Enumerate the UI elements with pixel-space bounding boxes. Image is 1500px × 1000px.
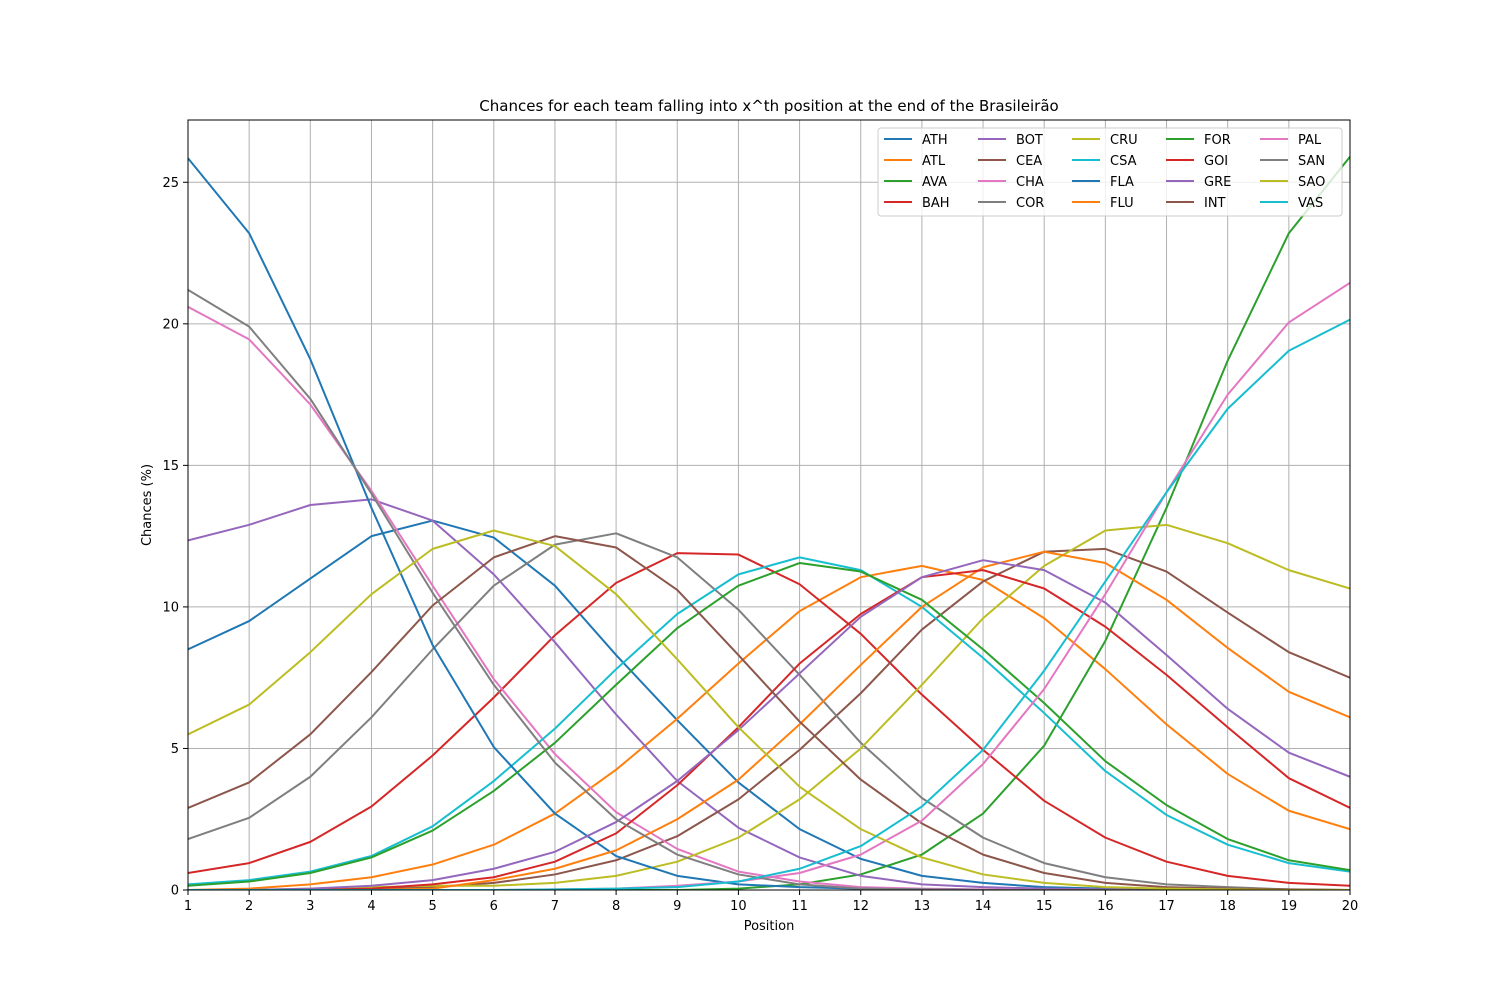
x-tick-label: 15 [1036, 899, 1053, 914]
grid [187, 120, 1351, 891]
series-line-cor [188, 532, 1350, 890]
x-tick-label: 16 [1097, 899, 1114, 914]
legend-item-sao: SAO [1260, 175, 1325, 190]
legend-item-bah: BAH [884, 196, 950, 211]
legend-label: GRE [1204, 175, 1231, 190]
legend-item-csa: CSA [1072, 154, 1137, 169]
x-tick-label: 18 [1219, 899, 1236, 914]
legend-label: SAO [1298, 175, 1325, 190]
x-tick-label: 6 [490, 899, 498, 914]
series-line-fla [188, 157, 1350, 890]
legend-label: CEA [1016, 154, 1042, 169]
legend-item-atl: ATL [884, 154, 946, 169]
series-line-ava [188, 156, 1350, 890]
series-line-vas [188, 318, 1350, 890]
series-line-sao [188, 529, 1350, 890]
series-line-pal [188, 281, 1350, 890]
legend-label: SAN [1298, 154, 1325, 169]
legend-item-ava: AVA [884, 175, 947, 190]
series-line-csa [188, 556, 1350, 886]
legend-label: FOR [1204, 133, 1231, 148]
legend-label: FLU [1110, 196, 1134, 211]
series-line-int [188, 535, 1350, 890]
legend-item-gre: GRE [1166, 175, 1231, 190]
y-tick-label: 10 [162, 600, 179, 615]
legend-item-cru: CRU [1072, 133, 1138, 148]
legend-item-cha: CHA [978, 175, 1044, 190]
legend: ATH ATL AVA BAH BOT CEA CHA COR CRU CSA FLA FLU FOR G… [877, 127, 1343, 217]
series-line-san [188, 288, 1350, 890]
legend-item-goi: GOI [1166, 154, 1228, 169]
legend-label: FLA [1110, 175, 1134, 190]
legend-label: INT [1204, 196, 1226, 211]
x-tick-label: 4 [367, 899, 375, 914]
series-line-goi [188, 569, 1350, 890]
legend-box [877, 127, 1343, 217]
legend-label: ATL [922, 154, 946, 169]
legend-label: GOI [1204, 154, 1228, 169]
x-tick-label: 20 [1342, 899, 1359, 914]
legend-item-flu: FLU [1072, 196, 1134, 211]
y-tick-label: 5 [171, 742, 179, 757]
chart-title: Chances for each team falling into x^th … [479, 97, 1058, 115]
series-line-cru [188, 523, 1350, 890]
series-line-gre [188, 559, 1350, 890]
y-tick-label: 15 [162, 459, 179, 474]
y-axis-label: Chances (%) [140, 464, 155, 546]
legend-label: AVA [922, 175, 947, 190]
y-tick-label: 25 [162, 176, 179, 191]
legend-label: CSA [1110, 154, 1137, 169]
legend-label: CHA [1016, 175, 1044, 190]
legend-item-for: FOR [1166, 133, 1231, 148]
x-tick-label: 17 [1158, 899, 1175, 914]
y-tick-label: 0 [171, 884, 179, 899]
legend-label: BAH [922, 196, 950, 211]
x-tick-label: 12 [852, 899, 869, 914]
series-line-cea [188, 547, 1350, 890]
legend-label: PAL [1298, 133, 1322, 148]
x-tick-label: 2 [245, 899, 253, 914]
legend-item-san: SAN [1260, 154, 1325, 169]
legend-item-vas: VAS [1260, 196, 1323, 211]
series-line-ath [188, 519, 1350, 890]
legend-item-ath: ATH [884, 133, 948, 148]
series-line-cha [188, 305, 1350, 890]
x-tick-label: 9 [673, 899, 681, 914]
axis-ticks: 1 2 3 4 5 6 7 8 9 10 11 12 13 14 15 16 17 18 19 20051015202… [162, 176, 1358, 914]
legend-item-pal: PAL [1260, 133, 1322, 148]
x-tick-label: 14 [975, 899, 992, 914]
x-tick-label: 10 [730, 899, 747, 914]
x-tick-label: 19 [1281, 899, 1298, 914]
x-tick-label: 5 [428, 899, 436, 914]
plot-frame [187, 119, 1351, 891]
legend-label: COR [1016, 196, 1044, 211]
legend-item-cor: COR [978, 196, 1044, 211]
series-line-atl [188, 564, 1350, 890]
legend-label: BOT [1016, 133, 1043, 148]
x-tick-label: 13 [914, 899, 931, 914]
series-lines [188, 156, 1350, 890]
x-tick-label: 1 [184, 899, 192, 914]
x-axis-label: Position [744, 919, 795, 934]
legend-label: CRU [1110, 133, 1138, 148]
legend-item-cea: CEA [978, 154, 1042, 169]
legend-item-int: INT [1166, 196, 1226, 211]
legend-label: ATH [922, 133, 948, 148]
y-tick-label: 20 [162, 317, 179, 332]
x-tick-label: 11 [791, 899, 808, 914]
legend-label: VAS [1298, 196, 1323, 211]
x-tick-label: 7 [551, 899, 559, 914]
legend-item-bot: BOT [978, 133, 1043, 148]
x-tick-label: 8 [612, 899, 620, 914]
series-line-bah [188, 552, 1350, 887]
legend-item-fla: FLA [1072, 175, 1134, 190]
series-line-for [188, 562, 1350, 887]
x-tick-label: 3 [306, 899, 314, 914]
